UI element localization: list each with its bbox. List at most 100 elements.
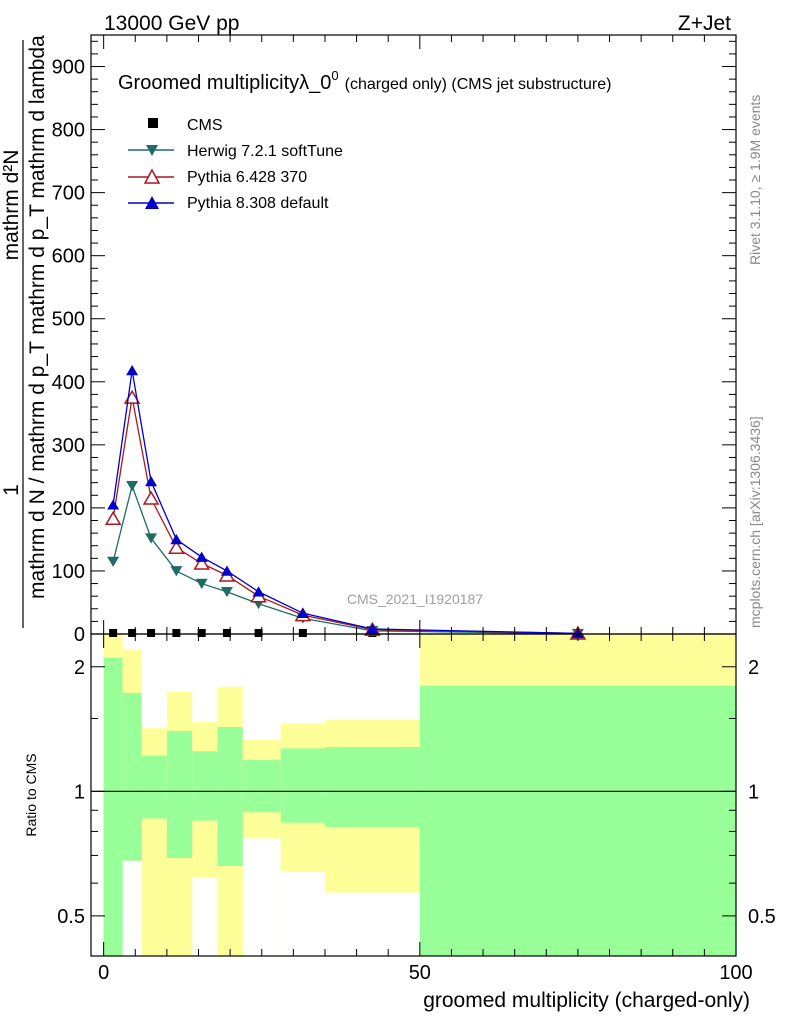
ylabel-numerator-line2: mathrm d p_T mathrm d lambda	[26, 35, 49, 335]
series-line-2	[112, 397, 578, 635]
legend: CMS Herwig 7.2.1 softTune Pythia 6.428 3…	[128, 117, 343, 212]
title-symbol: λ_0	[299, 72, 331, 94]
ratio-ytick-label-right: 0.5	[748, 906, 776, 928]
header-right: Z+Jet	[678, 12, 731, 35]
ratio-band-lower-inner	[192, 793, 218, 821]
legend-marker-herwig	[146, 145, 158, 156]
ratio-ytick-label-right: 2	[748, 657, 759, 679]
pythia8-marker	[170, 534, 183, 545]
pythia8-marker	[296, 607, 309, 618]
ratio-axes: 0.5 0.5 1 1 2 2 0 50 100	[57, 633, 776, 984]
ratio-band-lower	[280, 822, 325, 872]
plot-title: Groomed multiplicityλ_00 (charged only) (…	[118, 68, 611, 94]
ratio-band-lower	[242, 812, 281, 839]
title-suffix: (charged only) (CMS jet substructure)	[345, 76, 612, 93]
main-ytick-label: 600	[52, 246, 85, 268]
svg-text:Groomed multiplicityλ_00(charg: Groomed multiplicityλ_00 (charged only) (…	[118, 68, 611, 94]
pythia8-marker	[220, 565, 233, 576]
main-ytick-label: 200	[52, 498, 85, 520]
ratio-ylabel: Ratio to CMS	[23, 753, 39, 836]
ratio-xlabel: groomed multiplicity (charged-only)	[423, 989, 750, 1012]
pythia8-marker	[107, 499, 120, 510]
pythia6-marker	[193, 555, 210, 570]
legend-marker-pythia8	[145, 196, 159, 209]
ratio-band-lower	[217, 866, 243, 956]
legend-marker-cms	[148, 118, 158, 128]
cms-data-point	[147, 629, 156, 637]
ratio-band-lower-inner	[103, 793, 123, 956]
ratio-bands	[91, 634, 736, 956]
pythia8-marker	[126, 365, 139, 376]
ylabel-numerator: mathrm d²N	[0, 150, 23, 261]
herwig-marker	[107, 556, 120, 567]
cms-data-point	[222, 629, 231, 637]
herwig-marker	[145, 533, 158, 544]
ratio-band-empty	[242, 838, 281, 956]
ylabel-one: 1	[0, 484, 23, 496]
legend-item-pythia8: Pythia 8.308 default	[128, 195, 329, 212]
cms-data-point	[128, 629, 137, 637]
side-label-rivet: Rivet 3.1.10, ≥ 1.9M events	[747, 95, 763, 265]
ratio-band-lower-inner	[419, 793, 736, 956]
ratio-band-lower-inner	[141, 793, 167, 819]
ratio-band-empty	[280, 871, 325, 956]
cms-data-point	[254, 629, 263, 637]
ratio-ytick-label: 2	[74, 657, 85, 679]
main-ytick-label: 900	[52, 57, 85, 79]
ratio-ytick-label: 0.5	[57, 906, 85, 928]
cms-data-point	[109, 629, 118, 637]
main-series	[104, 365, 587, 640]
legend-marker-pythia6	[143, 168, 161, 184]
title-sup: 0	[331, 68, 338, 83]
pythia6-marker	[104, 510, 122, 525]
legend-item-cms: CMS	[148, 117, 223, 134]
header-left: 13000 GeV pp	[104, 12, 239, 35]
series-line-3	[112, 370, 578, 635]
main-ytick-label: 500	[52, 309, 85, 331]
ratio-ytick-label-right: 1	[748, 781, 759, 803]
ratio-xtick-label: 50	[409, 962, 431, 984]
legend-label-pythia8: Pythia 8.308 default	[187, 195, 329, 212]
main-ytick-label: 800	[52, 120, 85, 142]
main-ylabel: mathrm d²N mathrm d p_T mathrm d lambda …	[0, 35, 49, 628]
legend-item-pythia6: Pythia 6.428 370	[128, 168, 307, 186]
herwig-marker	[170, 566, 183, 577]
main-ytick-label: 700	[52, 183, 85, 205]
side-label-mcplots: mcplots.cern.ch [arXiv:1306.3436]	[747, 416, 763, 628]
ratio-band-empty	[192, 877, 218, 956]
pythia8-marker	[252, 586, 265, 597]
ratio-band-lower	[141, 818, 167, 861]
legend-item-herwig: Herwig 7.2.1 softTune	[128, 143, 343, 160]
ratio-xtick-label: 0	[98, 962, 109, 984]
main-ytick-label: 300	[52, 435, 85, 457]
analysis-id: CMS_2021_I1920187	[347, 591, 483, 607]
ratio-band-empty	[122, 860, 142, 956]
herwig-marker	[195, 578, 208, 589]
legend-label-cms: CMS	[187, 117, 223, 134]
legend-label-pythia6: Pythia 6.428 370	[187, 169, 307, 186]
main-ytick-label: 0	[74, 624, 85, 646]
herwig-marker	[126, 481, 139, 492]
ratio-band-empty	[324, 892, 420, 956]
cms-data-point	[172, 629, 181, 637]
pythia8-marker	[366, 623, 379, 634]
herwig-marker	[220, 586, 233, 598]
ylabel-denominator: mathrm d N / mathrm d p_T	[26, 341, 49, 599]
ratio-band-lower-inner	[217, 793, 243, 867]
ratio-ytick-label: 1	[74, 781, 85, 803]
ratio-xtick-label: 100	[719, 962, 752, 984]
ratio-band-lower	[192, 820, 218, 878]
ratio-band-lower-inner	[166, 793, 193, 859]
ratio-band-lower	[324, 826, 420, 893]
pythia8-marker	[145, 476, 158, 487]
cms-data-point	[197, 629, 206, 637]
main-axes: 0 100 200 300 400 500 600 700 800 900	[52, 34, 737, 646]
main-ytick-label: 100	[52, 561, 85, 583]
legend-label-herwig: Herwig 7.2.1 softTune	[187, 143, 343, 160]
pythia6-marker	[142, 490, 160, 505]
main-ytick-label: 400	[52, 372, 85, 394]
title-main: Groomed multiplicity	[118, 72, 299, 94]
pythia6-marker	[168, 539, 185, 554]
cms-data-point	[298, 629, 307, 637]
